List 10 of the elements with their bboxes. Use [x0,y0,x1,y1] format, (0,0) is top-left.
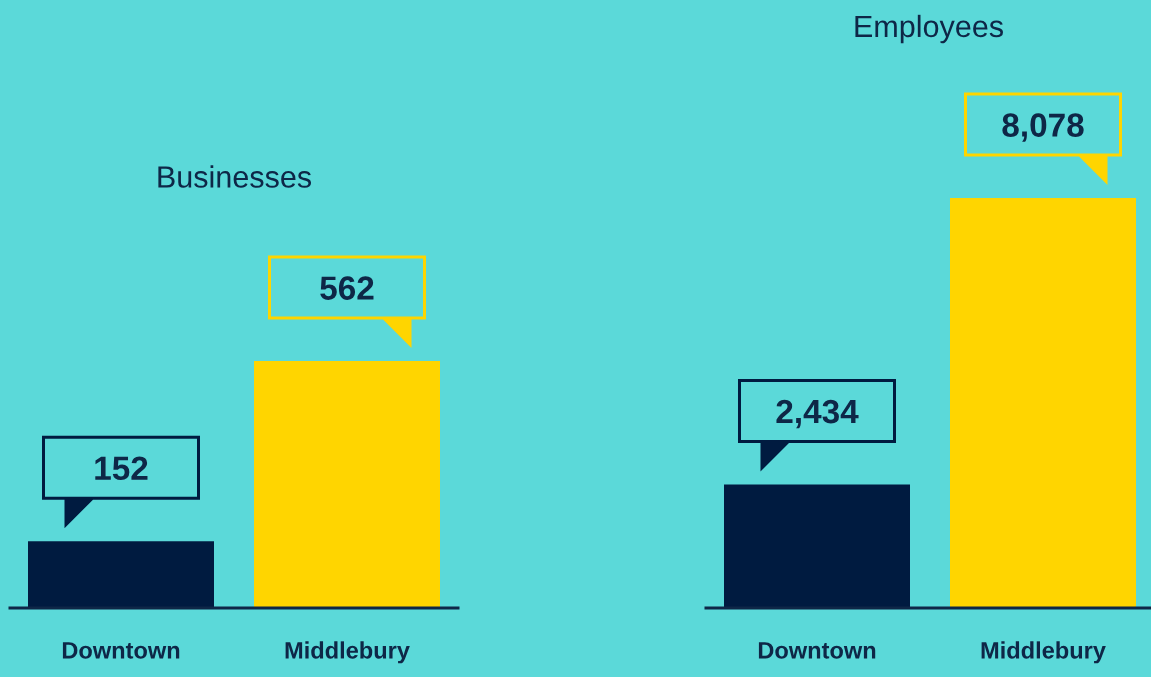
data-label: 562 [320,276,374,300]
x-tick-label: Middlebury [981,641,1106,664]
chart-title: Businesses [158,165,312,188]
data-label: 8,078 [1002,113,1084,142]
data-label: 152 [95,456,148,481]
data-label: 2,434 [776,399,859,429]
x-tick-label: Downtown [62,642,180,659]
chart-title: Employees [855,14,1003,44]
x-tick-label: Downtown [758,642,876,659]
x-tick-label: Middlebury [285,641,410,664]
